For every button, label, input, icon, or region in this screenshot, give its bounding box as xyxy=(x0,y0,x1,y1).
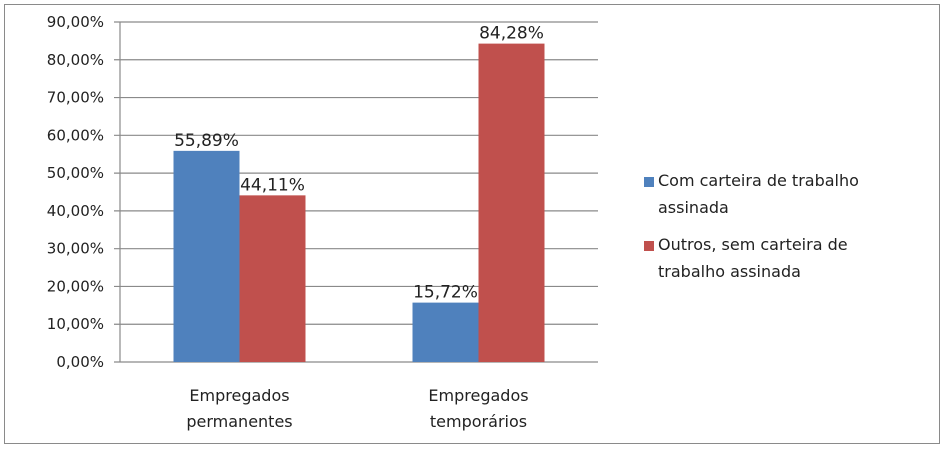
y-tick-label: 10,00% xyxy=(47,315,104,333)
chart-frame xyxy=(4,4,940,444)
y-tick-label: 30,00% xyxy=(47,240,104,258)
legend: Com carteira de trabalho assinada Outros, … xyxy=(644,171,859,281)
y-tick-label: 0,00% xyxy=(56,353,104,371)
data-label: 44,11% xyxy=(240,175,305,195)
data-labels: 55,89% 44,11% 15,72% 84,28% xyxy=(174,24,544,303)
y-tick-label: 20,00% xyxy=(47,277,104,295)
bars xyxy=(173,43,545,363)
y-tick-label: 50,00% xyxy=(47,164,104,182)
bar xyxy=(173,150,240,362)
legend-swatch xyxy=(644,177,654,187)
legend-label: Outros, sem carteira de xyxy=(658,235,848,254)
x-axis-category-labels: Empregados permanentes Empregados temporári… xyxy=(186,386,528,431)
y-tick-label: 40,00% xyxy=(47,202,104,220)
data-label: 15,72% xyxy=(413,283,478,303)
legend-swatch xyxy=(644,241,654,251)
bar xyxy=(239,195,306,362)
y-axis-tick-labels: 0,00% 10,00% 20,00% 30,00% 40,00% 50,00% 60,00… xyxy=(47,13,104,371)
x-category-label: Empregados xyxy=(428,386,528,405)
y-tick-label: 80,00% xyxy=(47,51,104,69)
x-category-label: temporários xyxy=(430,412,527,431)
y-tick-label: 60,00% xyxy=(47,126,104,144)
x-category-label: permanentes xyxy=(186,412,292,431)
legend-label: trabalho assinada xyxy=(658,262,801,281)
x-category-label: Empregados xyxy=(189,386,289,405)
data-label: 55,89% xyxy=(174,131,239,151)
y-tick-label: 90,00% xyxy=(47,13,104,31)
bar xyxy=(478,43,545,363)
legend-label: Com carteira de trabalho xyxy=(658,171,859,190)
data-label: 84,28% xyxy=(479,24,544,44)
legend-label: assinada xyxy=(658,198,729,217)
bar xyxy=(412,302,479,362)
y-tick-label: 70,00% xyxy=(47,89,104,107)
